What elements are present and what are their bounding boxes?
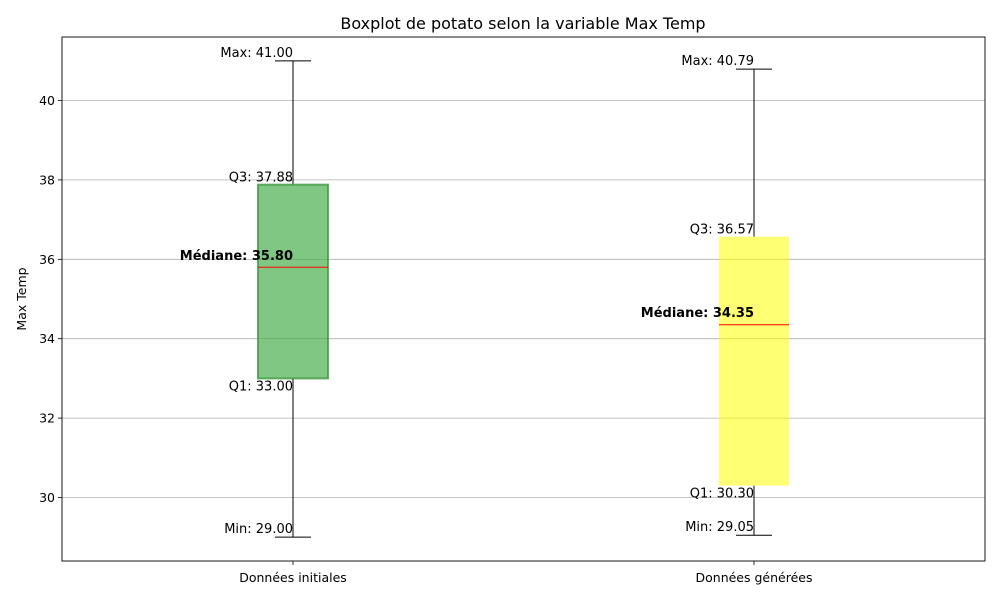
chart-title: Boxplot de potato selon la variable Max … xyxy=(340,14,705,33)
x-tick-label: Données générées xyxy=(696,570,813,585)
label-max: Max: 41.00 xyxy=(220,46,293,61)
y-tick-label: 36 xyxy=(39,252,55,267)
y-tick-label: 40 xyxy=(39,93,55,108)
label-q3: Q3: 37.88 xyxy=(229,171,293,186)
label-q1: Q1: 33.00 xyxy=(229,379,293,394)
y-tick-label: 38 xyxy=(39,172,55,187)
box xyxy=(719,236,789,486)
y-axis-label: Max Temp xyxy=(14,267,29,330)
label-max: Max: 40.79 xyxy=(681,54,754,69)
plot-frame xyxy=(61,36,986,562)
label-median: Médiane: 34.35 xyxy=(641,306,754,321)
y-tick-label: 34 xyxy=(39,331,55,346)
label-q1: Q1: 30.30 xyxy=(690,487,754,502)
box xyxy=(257,183,329,380)
label-q3: Q3: 36.57 xyxy=(690,223,754,238)
label-median: Médiane: 35.80 xyxy=(180,249,293,264)
y-tick-label: 30 xyxy=(39,490,55,505)
grid-lines xyxy=(62,100,985,498)
x-tick-label: Données initiales xyxy=(239,570,347,585)
boxes xyxy=(257,60,789,538)
axes: 30 32 34 36 38 40 Données initiales Données gén… xyxy=(39,36,986,585)
annotations: Max: 41.00 Q3: 37.88 Médiane: 35.80 Q1: 33.… xyxy=(180,46,754,537)
label-min: Min: 29.05 xyxy=(685,520,754,535)
label-min: Min: 29.00 xyxy=(224,522,293,537)
y-tick-label: 32 xyxy=(39,411,55,426)
